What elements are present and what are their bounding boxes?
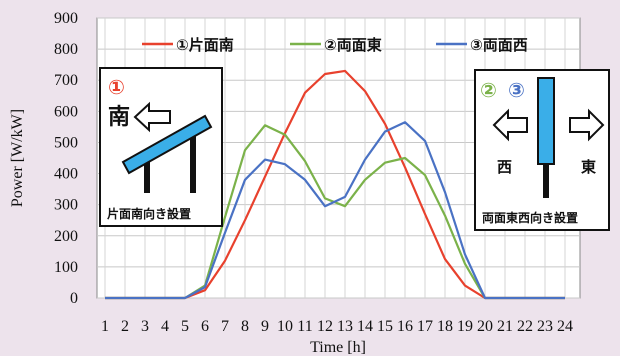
arrow-left-icon <box>133 101 171 133</box>
x-tick-label: 22 <box>517 318 533 335</box>
y-tick-label: 200 <box>54 228 78 245</box>
inset-left-caption: 片面南向き設置 <box>107 206 191 221</box>
x-tick-label: 15 <box>377 318 393 335</box>
inset-right-caption: 両面東西向き設置 <box>482 210 578 225</box>
x-tick-label: 1 <box>101 318 109 335</box>
inset-right-number-b: ③ <box>508 78 525 102</box>
x-tick-label: 4 <box>161 318 169 335</box>
inset-single-south: ① 南 片面南向き設置 <box>99 67 223 227</box>
x-tick-label: 24 <box>557 318 573 335</box>
y-tick-label: 300 <box>54 197 78 214</box>
y-tick-label: 700 <box>54 72 78 89</box>
inset-left-number: ① <box>108 75 125 99</box>
x-tick-label: 10 <box>277 318 293 335</box>
x-axis-title: Time [h] <box>310 339 366 356</box>
x-tick-label: 12 <box>317 318 333 335</box>
x-tick-label: 23 <box>537 318 553 335</box>
series-layer <box>105 69 565 300</box>
x-tick-label: 20 <box>477 318 493 335</box>
x-tick-label: 11 <box>297 318 312 335</box>
inset-right-number-a: ② <box>480 78 497 102</box>
y-tick-labels: 0 100 200 300 400 500 600 700 800 900 <box>54 10 78 307</box>
inset-right-east-label: 東 <box>581 158 596 176</box>
x-tick-label: 3 <box>141 318 149 335</box>
legend: ①片面南 ②両面東 ③両面西 <box>142 36 528 54</box>
inset-right-west-label: 西 <box>497 158 512 176</box>
arrow-east-icon <box>569 108 605 142</box>
y-axis-title: Power [W/kW] <box>9 109 26 207</box>
x-tick-label: 2 <box>121 318 129 335</box>
x-tick-label: 18 <box>437 318 453 335</box>
series-line-3 <box>105 121 565 300</box>
x-tick-label: 17 <box>417 318 433 335</box>
y-tick-label: 400 <box>54 166 78 183</box>
y-tick-label: 0 <box>70 290 78 307</box>
x-tick-label: 16 <box>397 318 413 335</box>
legend-label-west: ③両面西 <box>470 36 528 54</box>
legend-label-east: ②両面東 <box>324 36 382 54</box>
x-tick-label: 7 <box>221 318 229 335</box>
inset-left-direction: 南 <box>108 105 130 130</box>
legend-label-south: ①片面南 <box>176 36 234 54</box>
x-tick-labels: 1 2 3 4 5 6 7 8 9 10 11 12 13 14 15 16 17 18 19 20 21 22 23 24 <box>101 318 573 335</box>
x-tick-label: 6 <box>201 318 209 335</box>
solar-panel-tilted <box>121 114 213 175</box>
x-tick-label: 21 <box>497 318 513 335</box>
y-tick-label: 100 <box>54 259 78 276</box>
y-tick-label: 800 <box>54 41 78 58</box>
y-tick-label: 600 <box>54 103 78 120</box>
y-tick-label: 500 <box>54 134 78 151</box>
x-tick-label: 9 <box>261 318 269 335</box>
inset-bifacial-east-west: ② ③ 西 東 両面東西向き設置 <box>474 69 610 231</box>
x-tick-label: 5 <box>181 318 189 335</box>
x-tick-label: 13 <box>337 318 353 335</box>
x-tick-label: 8 <box>241 318 249 335</box>
arrow-west-icon <box>492 108 528 142</box>
x-tick-label: 14 <box>357 318 373 335</box>
x-tick-label: 19 <box>457 318 473 335</box>
y-tick-label: 900 <box>54 10 78 27</box>
solar-panel-vertical <box>537 77 555 165</box>
